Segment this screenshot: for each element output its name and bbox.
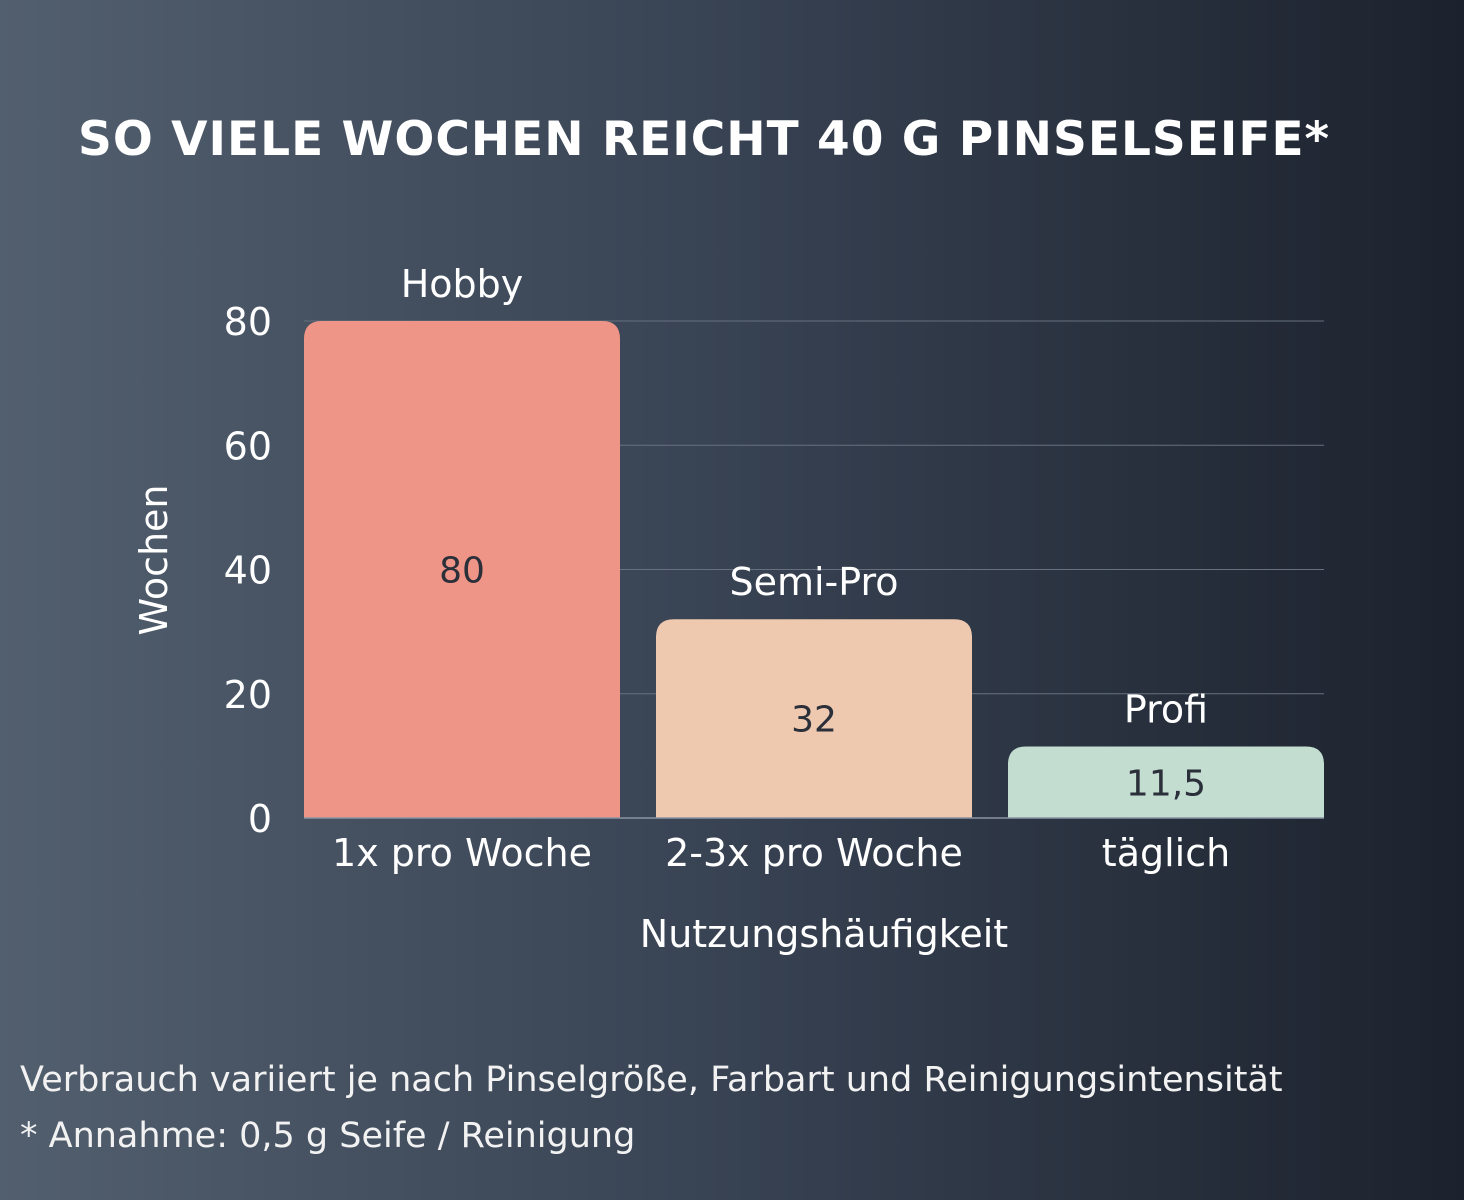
y-tick-label: 40 (224, 549, 272, 593)
bar-top-label: Hobby (401, 262, 524, 306)
y-tick-label: 20 (224, 673, 272, 717)
bar-top-label: Semi-Pro (729, 560, 898, 604)
bar (1008, 746, 1324, 818)
bar (304, 321, 620, 818)
x-axis-title: Nutzungshäufigkeit (640, 912, 1008, 956)
bar-top-label: Profi (1124, 688, 1208, 732)
bar-value-label: 11,5 (1126, 763, 1206, 804)
y-axis-title: Wochen (132, 484, 176, 635)
bar-chart: 0 20 40 60 80 80 Hobby 1x pro Woche 32 Semi-Pro 2-… (132, 262, 1324, 956)
y-tick-label: 0 (248, 797, 272, 841)
footnote-usage: Verbrauch variiert je nach Pinselgröße, … (20, 1060, 1283, 1100)
x-tick-label: 2-3x pro Woche (665, 831, 963, 875)
bar-value-label: 32 (791, 700, 837, 741)
x-tick-label: täglich (1102, 831, 1230, 875)
footnote-assumption: * Annahme: 0,5 g Seife / Reinigung (20, 1116, 636, 1156)
bar-value-label: 80 (439, 551, 485, 592)
chart-title: SO VIELE WOCHEN REICHT 40 G PINSELSEIFE* (78, 112, 1331, 167)
x-tick-label: 1x pro Woche (332, 831, 592, 875)
bar (656, 619, 972, 818)
y-tick-label: 60 (224, 424, 272, 468)
y-tick-label: 80 (224, 300, 272, 344)
